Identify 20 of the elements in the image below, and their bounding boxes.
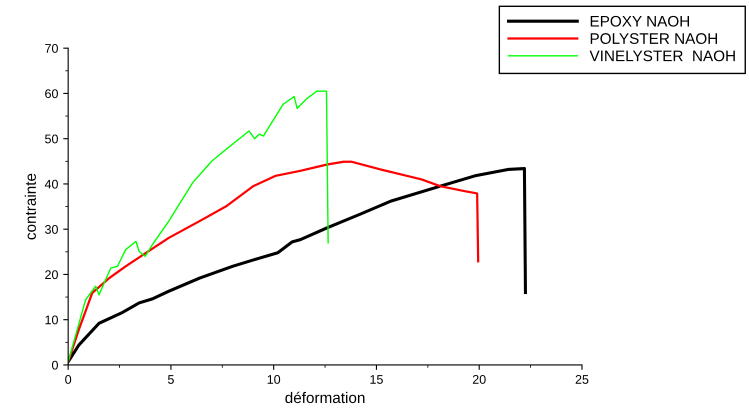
x-tick-label: 10 [268, 375, 280, 384]
y-axis-title: contrainte [24, 174, 36, 240]
x-axis-title: déformation [285, 392, 364, 404]
legend-label: VINELYSTER NAOH [590, 50, 735, 62]
legend-label: EPOXY NAOH [590, 16, 690, 27]
x-tick-label: 20 [472, 375, 486, 384]
y-tick-label: 20 [45, 270, 58, 280]
x-tick-label: 0 [65, 375, 72, 384]
legend-label: POLYSTER NAOH [590, 33, 718, 44]
y-tick-label: 50 [45, 134, 58, 144]
x-tick-label: 25 [576, 375, 588, 384]
x-tick-label: 5 [168, 375, 174, 384]
y-tick-label: 60 [45, 89, 58, 98]
y-tick-label: 40 [44, 180, 58, 189]
x-tick-label: 15 [370, 375, 383, 384]
y-tick-label: 70 [45, 44, 58, 53]
y-tick-label: 10 [45, 316, 58, 324]
y-tick-label: 30 [45, 224, 58, 234]
y-tick-label: 0 [52, 360, 58, 370]
line-series [68, 90, 329, 362]
